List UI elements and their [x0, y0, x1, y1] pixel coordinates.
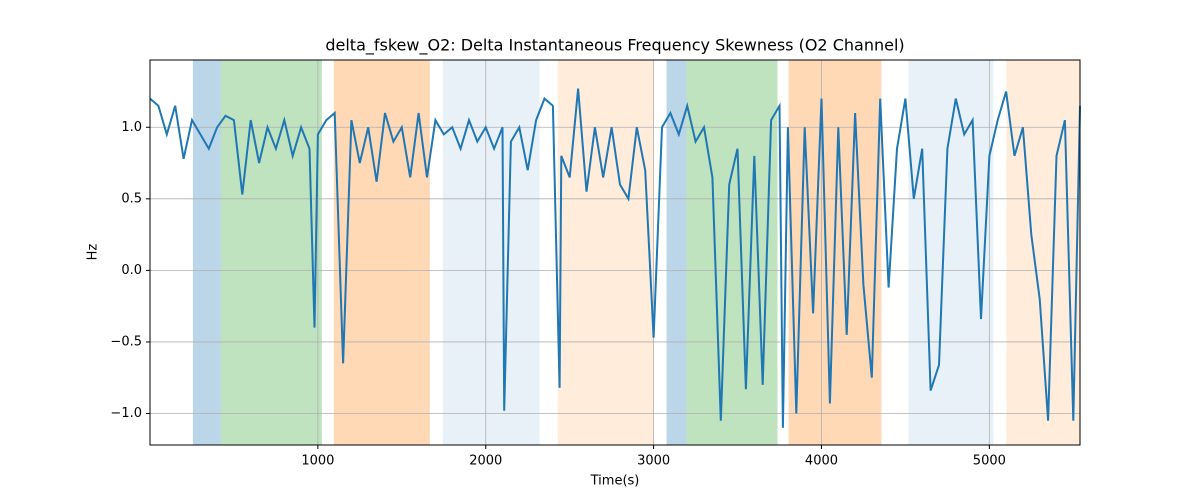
x-tick-label: 1000 [301, 454, 334, 469]
y-tick-label: −0.5 [110, 334, 142, 349]
plot-frame [149, 59, 1081, 446]
y-tick-label: 1.0 [121, 120, 142, 135]
x-tick-label: 4000 [805, 454, 838, 469]
x-tick-label: 5000 [973, 454, 1006, 469]
y-tick-label: −1.0 [110, 406, 142, 421]
highlight-span [557, 60, 654, 445]
x-axis-label: Time(s) [590, 474, 640, 489]
highlight-span [192, 60, 222, 445]
y-axis-label: Hz [86, 244, 101, 261]
data-line [149, 88, 1081, 428]
highlight-span [333, 60, 430, 445]
x-tick-label: 3000 [637, 454, 670, 469]
highlight-span [686, 60, 778, 445]
highlight-span [666, 60, 687, 445]
highlight-span [442, 60, 540, 445]
chart-title: delta_fskew_O2: Delta Instantaneous Freq… [325, 36, 904, 56]
highlight-span [908, 60, 994, 445]
x-tick-label: 2000 [469, 454, 502, 469]
y-tick-label: 0.0 [121, 263, 142, 278]
y-tick-label: 0.5 [121, 191, 142, 206]
highlight-span [221, 60, 322, 445]
